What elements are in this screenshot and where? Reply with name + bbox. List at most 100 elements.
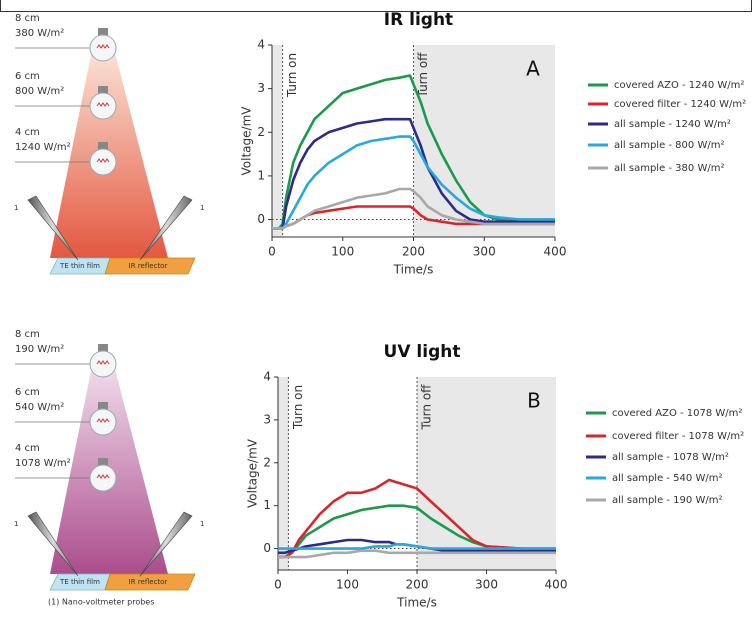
lamp-distance: 6 cm — [15, 71, 40, 82]
x-tick-label: 200 — [406, 578, 429, 592]
bulb — [89, 148, 117, 176]
filament — [96, 474, 110, 479]
lamp-distance: 8 cm — [15, 13, 40, 24]
panel-label: B — [527, 389, 541, 413]
legend-label: all sample - 800 W/m² — [614, 140, 724, 151]
bulb-base — [98, 86, 108, 94]
legend-label: all sample - 190 W/m² — [612, 495, 722, 506]
panel-label: A — [526, 57, 540, 81]
probe — [139, 195, 193, 261]
lamp-irradiance: 1078 W/m² — [15, 458, 71, 469]
series-line — [272, 187, 555, 230]
bulb — [89, 408, 117, 436]
legend-label: all sample - 1240 W/m² — [614, 119, 731, 130]
x-axis-label: Time/s — [396, 596, 437, 610]
y-tick-label: 0 — [263, 541, 271, 555]
x-tick-label: 300 — [473, 245, 496, 259]
footnote: (1) Nano-voltmeter probes — [48, 598, 154, 607]
probe-mark: 1 — [14, 520, 18, 528]
bulb — [89, 92, 117, 120]
series-line — [272, 117, 555, 230]
event-label: Turn off — [416, 52, 430, 99]
bulb-base — [98, 458, 108, 466]
x-tick-label: 100 — [336, 578, 359, 592]
series-line — [272, 74, 555, 230]
x-tick-label: 300 — [475, 578, 498, 592]
bulb-base — [98, 28, 108, 36]
filament — [96, 360, 110, 365]
x-tick-label: 0 — [268, 245, 276, 259]
series-line — [278, 504, 557, 559]
event-label: Turn on — [291, 385, 305, 430]
lamp-distance: 8 cm — [15, 329, 40, 340]
probe — [27, 195, 79, 261]
x-tick-label: 400 — [544, 245, 567, 259]
x-tick-label: 100 — [331, 245, 354, 259]
series-line — [278, 478, 556, 559]
shade — [272, 45, 283, 237]
y-axis-label: Voltage/mV — [246, 438, 260, 508]
y-tick-label: 2 — [257, 125, 265, 139]
shade — [417, 377, 556, 570]
filament — [96, 158, 110, 163]
series-line — [272, 135, 555, 230]
ir-reflector — [104, 573, 196, 591]
filament — [96, 44, 110, 49]
legend-label: all sample - 380 W/m² — [614, 163, 724, 174]
lamp-irradiance: 380 W/m² — [15, 28, 64, 39]
film-label: TE thin film — [59, 262, 100, 270]
probe-mark: 1 — [14, 204, 18, 212]
series-line — [278, 549, 556, 559]
lamp-distance: 4 cm — [15, 443, 40, 454]
x-tick-label: 200 — [402, 245, 425, 259]
x-axis-label: Time/s — [393, 263, 434, 277]
y-tick-label: 4 — [263, 370, 271, 384]
frame — [0, 0, 752, 12]
legend-label: covered filter - 1078 W/m² — [612, 431, 744, 442]
filament — [96, 102, 110, 107]
event-label: Turn off — [420, 384, 434, 431]
y-tick-label: 4 — [257, 38, 265, 52]
bulb-base — [98, 402, 108, 410]
bulb-base — [98, 142, 108, 150]
y-tick-label: 3 — [263, 412, 271, 426]
y-tick-label: 1 — [263, 498, 271, 512]
lamp-distance: 4 cm — [15, 127, 40, 138]
y-tick-label: 3 — [257, 81, 265, 95]
y-tick-label: 2 — [263, 455, 271, 469]
legend-label: all sample - 540 W/m² — [612, 473, 722, 484]
lamp-irradiance: 190 W/m² — [15, 344, 64, 355]
legend-label: covered AZO - 1240 W/m² — [614, 80, 744, 91]
event-label: Turn on — [285, 53, 299, 98]
bulb — [89, 34, 117, 62]
chart-title: UV light — [384, 342, 461, 362]
reflector-label: IR reflector — [129, 262, 168, 270]
bulb — [89, 464, 117, 492]
lamp-irradiance: 800 W/m² — [15, 86, 64, 97]
film-label: TE thin film — [59, 578, 100, 586]
legend-label: all sample - 1078 W/m² — [612, 452, 729, 463]
probe — [139, 511, 193, 577]
shade — [278, 377, 289, 570]
lamp-irradiance: 1240 W/m² — [15, 142, 71, 153]
y-tick-label: 1 — [257, 168, 265, 182]
bulb-base — [98, 344, 108, 352]
probe-mark: 1 — [200, 204, 204, 212]
bulb — [89, 350, 117, 378]
legend-label: covered filter - 1240 W/m² — [614, 99, 746, 110]
chart-title: IR light — [384, 10, 453, 30]
ir-reflector — [104, 257, 196, 275]
lamp-irradiance: 540 W/m² — [15, 402, 64, 413]
filament — [96, 418, 110, 423]
legend-label: covered AZO - 1078 W/m² — [612, 408, 742, 419]
reflector-label: IR reflector — [129, 578, 168, 586]
lamp-distance: 6 cm — [15, 387, 40, 398]
probe — [27, 511, 79, 577]
x-tick-label: 0 — [274, 578, 282, 592]
y-axis-label: Voltage/mV — [240, 106, 254, 176]
series-line — [278, 543, 556, 550]
probe-mark: 1 — [200, 520, 204, 528]
y-tick-label: 0 — [257, 212, 265, 226]
x-tick-label: 400 — [545, 578, 568, 592]
